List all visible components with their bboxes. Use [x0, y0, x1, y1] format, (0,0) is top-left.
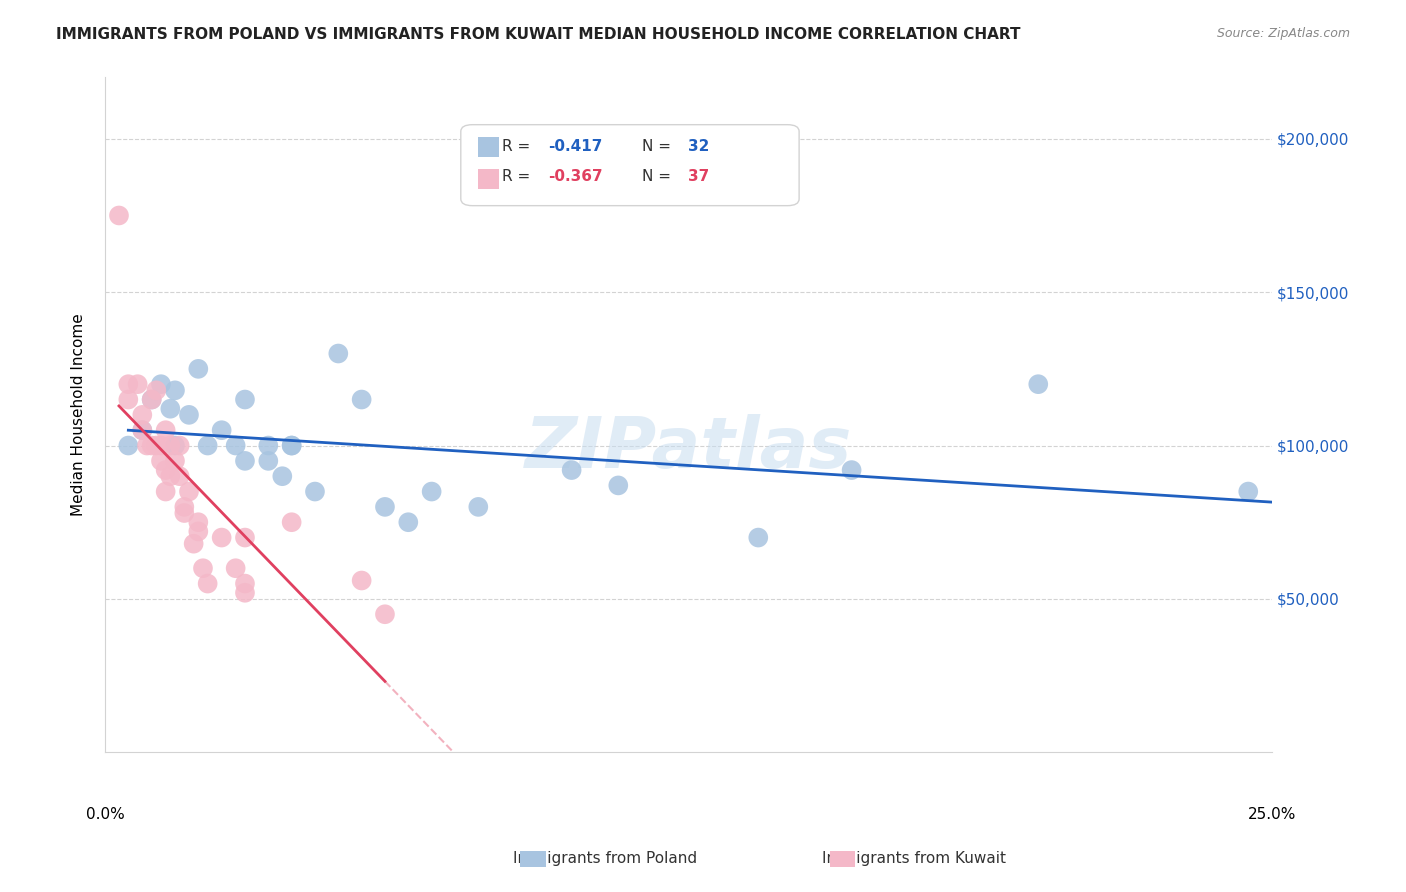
Point	[187, 524, 209, 539]
Point	[141, 392, 163, 407]
Point	[233, 586, 256, 600]
Point	[149, 438, 172, 452]
Point	[145, 384, 167, 398]
Text: Immigrants from Kuwait: Immigrants from Kuwait	[823, 851, 1005, 865]
Text: 32: 32	[689, 139, 710, 153]
Point	[1026, 377, 1049, 392]
Text: 37: 37	[689, 169, 710, 184]
Point	[149, 377, 172, 392]
Point	[197, 576, 219, 591]
Point	[841, 463, 863, 477]
Point	[177, 484, 200, 499]
Text: Immigrants from Poland: Immigrants from Poland	[513, 851, 696, 865]
Point	[117, 438, 139, 452]
Point	[225, 561, 247, 575]
Text: -0.417: -0.417	[548, 139, 603, 153]
Point	[136, 438, 159, 452]
Text: Source: ZipAtlas.com: Source: ZipAtlas.com	[1216, 27, 1350, 40]
Point	[280, 438, 302, 452]
Point	[177, 408, 200, 422]
Point	[225, 438, 247, 452]
Point	[233, 531, 256, 545]
Point	[467, 500, 489, 514]
Point	[169, 438, 191, 452]
Point	[328, 346, 350, 360]
Point	[117, 392, 139, 407]
Point	[183, 537, 205, 551]
Point	[159, 438, 181, 452]
Point	[145, 438, 167, 452]
Point	[233, 576, 256, 591]
Point	[163, 454, 186, 468]
Point	[127, 377, 149, 392]
FancyBboxPatch shape	[478, 169, 499, 189]
Point	[173, 506, 195, 520]
Point	[374, 607, 396, 622]
Point	[271, 469, 294, 483]
Point	[149, 454, 172, 468]
Point	[257, 438, 280, 452]
FancyBboxPatch shape	[478, 136, 499, 157]
Text: -0.367: -0.367	[548, 169, 603, 184]
Point	[211, 423, 233, 437]
Point	[280, 515, 302, 529]
Point	[131, 423, 153, 437]
Point	[155, 423, 177, 437]
Point	[191, 561, 214, 575]
Point	[396, 515, 419, 529]
Y-axis label: Median Household Income: Median Household Income	[72, 313, 86, 516]
Text: N =: N =	[641, 139, 675, 153]
Point	[159, 401, 181, 416]
Point	[561, 463, 583, 477]
Point	[350, 574, 373, 588]
Point	[197, 438, 219, 452]
Text: IMMIGRANTS FROM POLAND VS IMMIGRANTS FROM KUWAIT MEDIAN HOUSEHOLD INCOME CORRELA: IMMIGRANTS FROM POLAND VS IMMIGRANTS FRO…	[56, 27, 1021, 42]
Point	[1237, 484, 1260, 499]
Text: R =: R =	[502, 139, 534, 153]
Point	[607, 478, 630, 492]
Point	[155, 484, 177, 499]
Point	[173, 500, 195, 514]
Point	[131, 423, 153, 437]
Point	[257, 454, 280, 468]
Text: 0.0%: 0.0%	[86, 807, 124, 822]
Point	[108, 209, 131, 223]
Point	[169, 469, 191, 483]
Text: 25.0%: 25.0%	[1247, 807, 1296, 822]
Point	[280, 438, 302, 452]
Point	[141, 392, 163, 407]
Point	[304, 484, 326, 499]
Point	[233, 392, 256, 407]
Point	[420, 484, 443, 499]
Text: N =: N =	[641, 169, 675, 184]
Point	[187, 362, 209, 376]
Point	[117, 377, 139, 392]
Text: R =: R =	[502, 169, 534, 184]
Point	[187, 515, 209, 529]
FancyBboxPatch shape	[461, 125, 799, 206]
Point	[131, 408, 153, 422]
Point	[141, 438, 163, 452]
Point	[211, 531, 233, 545]
Point	[163, 438, 186, 452]
Point	[159, 469, 181, 483]
Point	[163, 384, 186, 398]
Point	[350, 392, 373, 407]
Point	[155, 463, 177, 477]
Point	[374, 500, 396, 514]
Point	[233, 454, 256, 468]
Point	[747, 531, 769, 545]
Text: ZIPatlas: ZIPatlas	[524, 414, 852, 483]
